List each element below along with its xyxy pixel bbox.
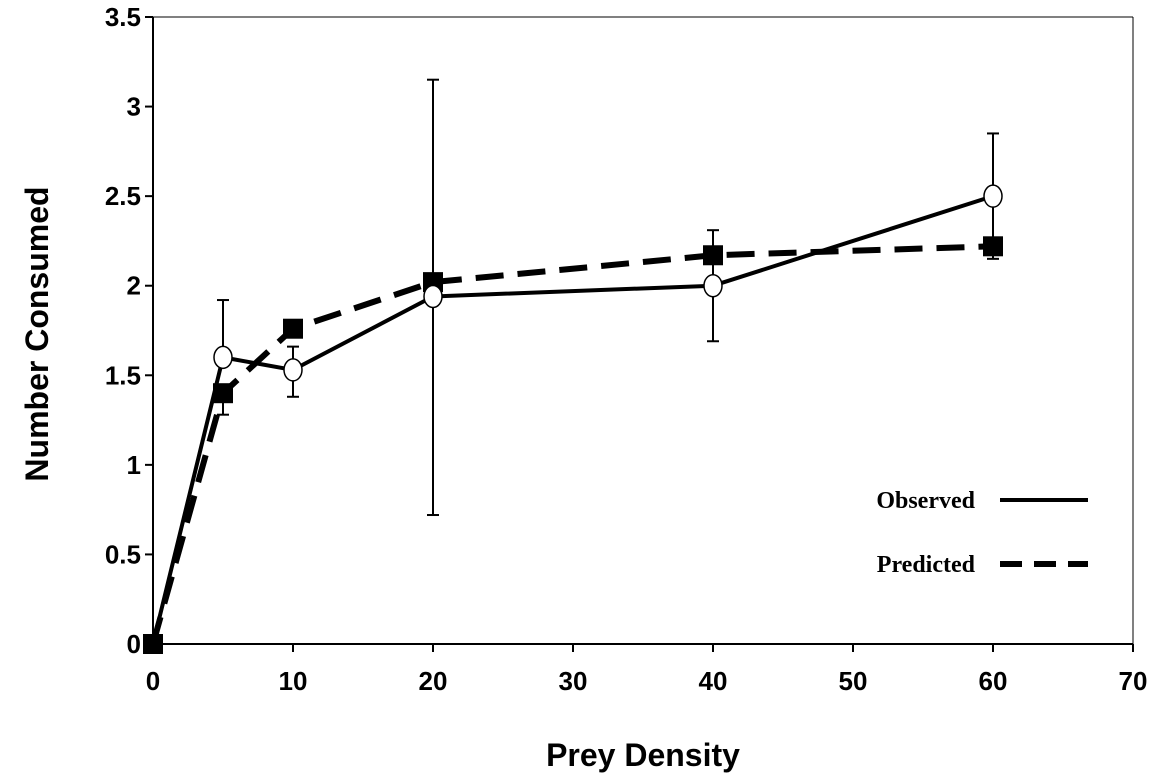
legend: Observed Predicted: [876, 488, 1088, 578]
observed-marker: [703, 273, 723, 298]
observed-marker: [283, 358, 303, 382]
series-lines: [150, 194, 994, 645]
predicted-marker: [283, 318, 303, 339]
error-bars: [217, 78, 999, 517]
predicted-marker: [143, 634, 163, 654]
x-axis-title: Prey Density: [546, 737, 740, 773]
y-tick-label: 3: [127, 92, 141, 122]
y-tick-label: 1.5: [105, 360, 141, 390]
x-tick-label: 40: [699, 666, 728, 696]
x-tick-label: 20: [419, 666, 448, 696]
observed-marker: [423, 284, 443, 309]
y-tick-label: 1: [127, 450, 141, 480]
x-tick-label: 70: [1119, 666, 1148, 696]
legend-label-predicted: Predicted: [877, 552, 976, 578]
x-tick-label: 30: [559, 666, 588, 696]
axes: 0 10 20 30 40 50 60 70 0 0.5 1 1.5 2 2.5 3 3.5: [105, 2, 1148, 696]
x-tick-label: 0: [146, 666, 160, 696]
x-tick-label: 60: [979, 666, 1008, 696]
y-axis-title: Number Consumed: [19, 186, 55, 481]
y-tick-label: 3.5: [105, 2, 141, 32]
predicted-marker: [213, 383, 233, 404]
y-tick-label: 2.5: [105, 181, 141, 211]
y-tick-label: 2: [127, 271, 141, 301]
x-tick-label: 10: [279, 666, 308, 696]
observed-marker: [983, 184, 1003, 208]
y-tick-label: 0: [127, 629, 141, 659]
x-tick-label: 50: [839, 666, 868, 696]
y-tick-label: 0.5: [105, 539, 141, 569]
series-markers: [143, 184, 1003, 654]
series-line-observed: [151, 194, 994, 645]
legend-label-observed: Observed: [876, 488, 975, 514]
observed-marker: [213, 345, 233, 370]
predicted-marker: [983, 236, 1003, 257]
predicted-marker: [703, 245, 723, 266]
series-line-predicted: [150, 243, 994, 645]
